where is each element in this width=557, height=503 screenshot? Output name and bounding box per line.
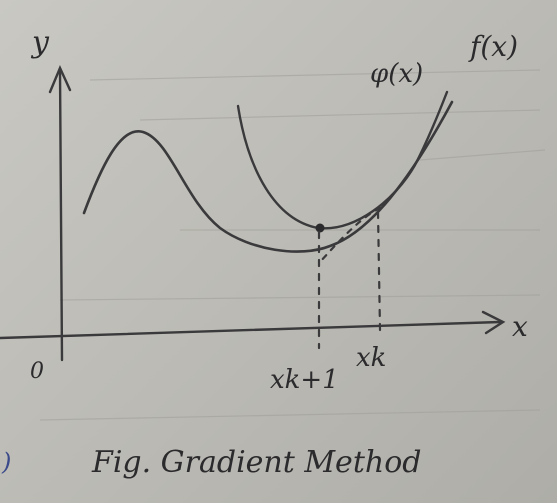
x-axis-line <box>0 320 502 340</box>
origin-label: 0 <box>30 359 44 384</box>
x-k-plus-1-label: xk+1 <box>270 365 339 395</box>
phi-curve-label: φ(x) <box>370 59 423 89</box>
figure-caption: Fig. Gradient Method <box>91 445 421 480</box>
phi-minimum-point <box>315 223 325 233</box>
margin-mark: ) <box>1 448 11 476</box>
axes <box>0 64 506 362</box>
x-k-dotted-line <box>376 210 382 332</box>
y-axis-arrow <box>48 64 72 94</box>
f-curve <box>82 100 454 253</box>
f-curve-label: f(x) <box>468 30 518 63</box>
y-axis-label: y <box>30 25 50 60</box>
x-axis-arrow <box>481 310 506 335</box>
phi-curve <box>236 90 449 230</box>
paper-show-through <box>39 69 546 421</box>
y-axis-line <box>58 68 64 362</box>
x-axis-label: x <box>512 310 528 343</box>
descent-step-dotted <box>318 206 382 264</box>
x-k-label: xk <box>356 343 386 373</box>
